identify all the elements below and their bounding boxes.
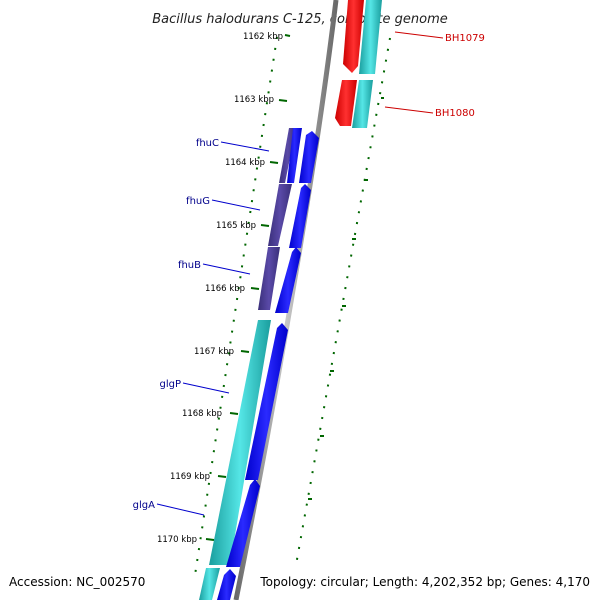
outer-ring-dotted <box>295 37 391 566</box>
cds-fhuC[interactable] <box>299 131 319 183</box>
tick-mark <box>229 412 239 415</box>
gene-pointer <box>220 141 270 152</box>
tick-label: 1166 kbp <box>205 284 245 294</box>
gene-pointer <box>384 106 434 114</box>
gene-label-glgA[interactable]: glgA <box>133 500 155 511</box>
tick-mark <box>269 161 279 164</box>
gene-label-fhuB[interactable]: fhuB <box>178 260 201 271</box>
gene-pointer <box>394 31 444 39</box>
cds-bh1079[interactable] <box>343 0 364 73</box>
cog-bh1080 <box>352 80 373 128</box>
cog-fhuB <box>258 247 280 310</box>
tick-labels: 1162 kbp 1163 kbp 1164 kbp 1165 kbp 1166… <box>157 32 283 545</box>
gene-label-glgP[interactable]: glgP <box>159 379 181 390</box>
cds-glgP[interactable] <box>245 323 288 480</box>
tick-mark <box>205 538 215 541</box>
tick-mark <box>240 350 250 353</box>
cds-track <box>217 128 319 600</box>
gene-label-bh1079[interactable]: BH1079 <box>445 33 485 44</box>
accession-text: Accession: NC_002570 <box>9 575 145 589</box>
genome-summary-text: Topology: circular; Length: 4,202,352 bp… <box>259 575 590 589</box>
cog-next <box>199 568 220 600</box>
tick-label: 1168 kbp <box>182 409 222 419</box>
tick-label: 1163 kbp <box>234 95 274 105</box>
gene-labels-left: fhuC fhuG fhuB glgP glgA <box>133 138 270 516</box>
gene-pointer <box>182 382 230 394</box>
gene-label-fhuC[interactable]: fhuC <box>196 138 219 149</box>
cog-bh1079 <box>359 0 382 74</box>
tick-mark <box>250 287 260 290</box>
tick-mark <box>217 475 227 478</box>
tick-mark <box>284 34 291 37</box>
cds-fhuB[interactable] <box>275 247 301 313</box>
cds-glgA[interactable] <box>226 479 260 567</box>
cds-fhuG[interactable] <box>289 184 311 248</box>
cds-bh1080[interactable] <box>335 80 357 126</box>
tick-label: 1164 kbp <box>225 158 265 168</box>
tick-label: 1167 kbp <box>194 347 234 357</box>
tick-label: 1162 kbp <box>243 32 283 42</box>
tick-label: 1170 kbp <box>157 535 197 545</box>
tick-label: 1165 kbp <box>216 221 256 231</box>
gene-pointer <box>202 263 251 275</box>
cds-next[interactable] <box>217 569 236 600</box>
cog-glgP-glgA <box>209 320 271 565</box>
map-title: Bacillus halodurans C-125, complete geno… <box>152 12 448 27</box>
gene-pointer <box>156 503 205 516</box>
tick-label: 1169 kbp <box>170 472 210 482</box>
gene-label-bh1080[interactable]: BH1080 <box>435 108 475 119</box>
cds-fhuC-a[interactable] <box>287 128 302 183</box>
gene-pointer <box>211 199 261 211</box>
gene-labels-right: BH1079 BH1080 <box>384 31 485 119</box>
tick-marks <box>205 34 384 541</box>
cog-fhuG <box>268 184 292 246</box>
gene-label-fhuG[interactable]: fhuG <box>186 196 210 207</box>
cog-track <box>199 128 296 600</box>
tick-mark <box>278 99 288 102</box>
right-strand-features <box>335 0 382 128</box>
tick-mark <box>260 224 270 227</box>
